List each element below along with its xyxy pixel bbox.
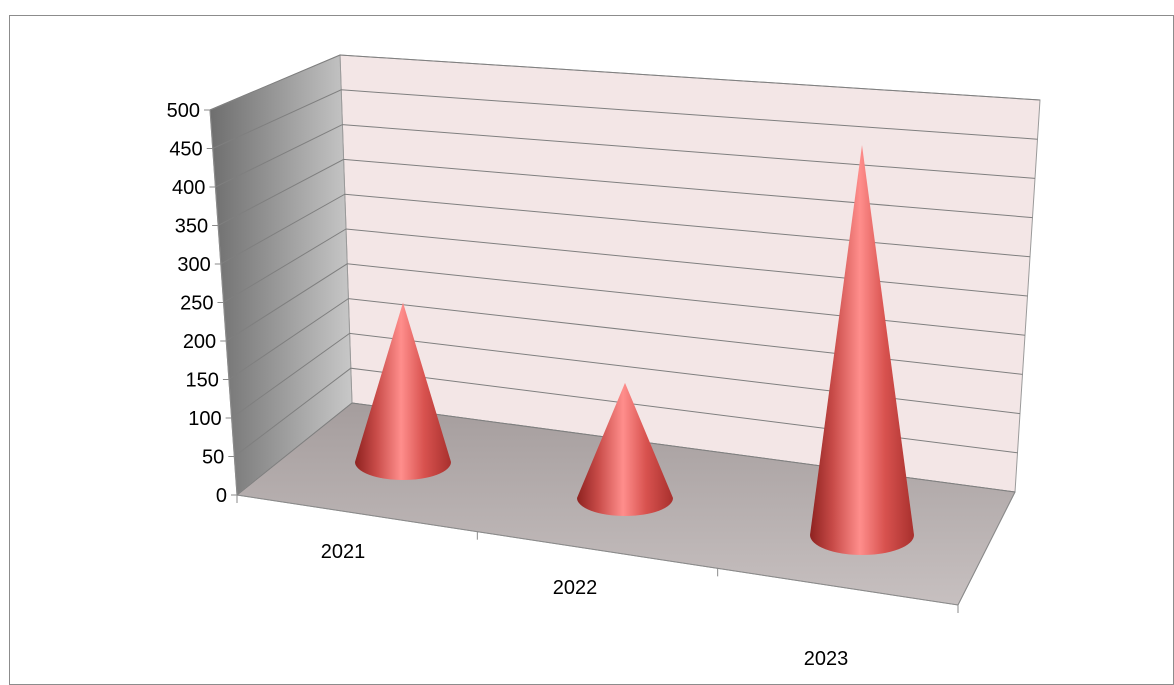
x-tick-label: 2023 <box>804 648 849 670</box>
x-tick-label: 2021 <box>321 541 366 563</box>
cone-2021 <box>355 302 451 480</box>
gridline <box>209 54 1041 111</box>
gridline <box>215 124 1036 188</box>
y-tick-label: 450 <box>169 139 202 161</box>
gridline <box>236 402 1016 496</box>
y-tick-label: 250 <box>180 293 213 315</box>
gridline <box>212 89 1038 149</box>
gridline <box>225 263 1026 342</box>
cone-2023 <box>810 145 914 555</box>
cone-2022 <box>577 382 673 516</box>
gridline <box>233 367 1018 457</box>
y-tick-label: 350 <box>175 216 208 238</box>
gridline <box>228 298 1023 380</box>
y-tick-label: 100 <box>188 408 221 430</box>
y-tick-label: 200 <box>183 331 216 353</box>
cone-body <box>577 382 673 516</box>
gridline <box>223 228 1028 303</box>
gridline <box>217 158 1033 226</box>
x-tick-label: 2022 <box>553 577 598 599</box>
y-tick-label: 300 <box>177 254 210 276</box>
y-tick-label: 0 <box>216 485 227 507</box>
y-tick-label: 500 <box>167 100 200 122</box>
y-tick-label: 50 <box>202 447 224 469</box>
cone-body <box>810 145 914 555</box>
gridline <box>220 193 1031 265</box>
y-tick-label: 400 <box>172 177 205 199</box>
gridline <box>231 332 1021 419</box>
cone-body <box>355 302 451 480</box>
y-tick-label: 150 <box>186 370 219 392</box>
